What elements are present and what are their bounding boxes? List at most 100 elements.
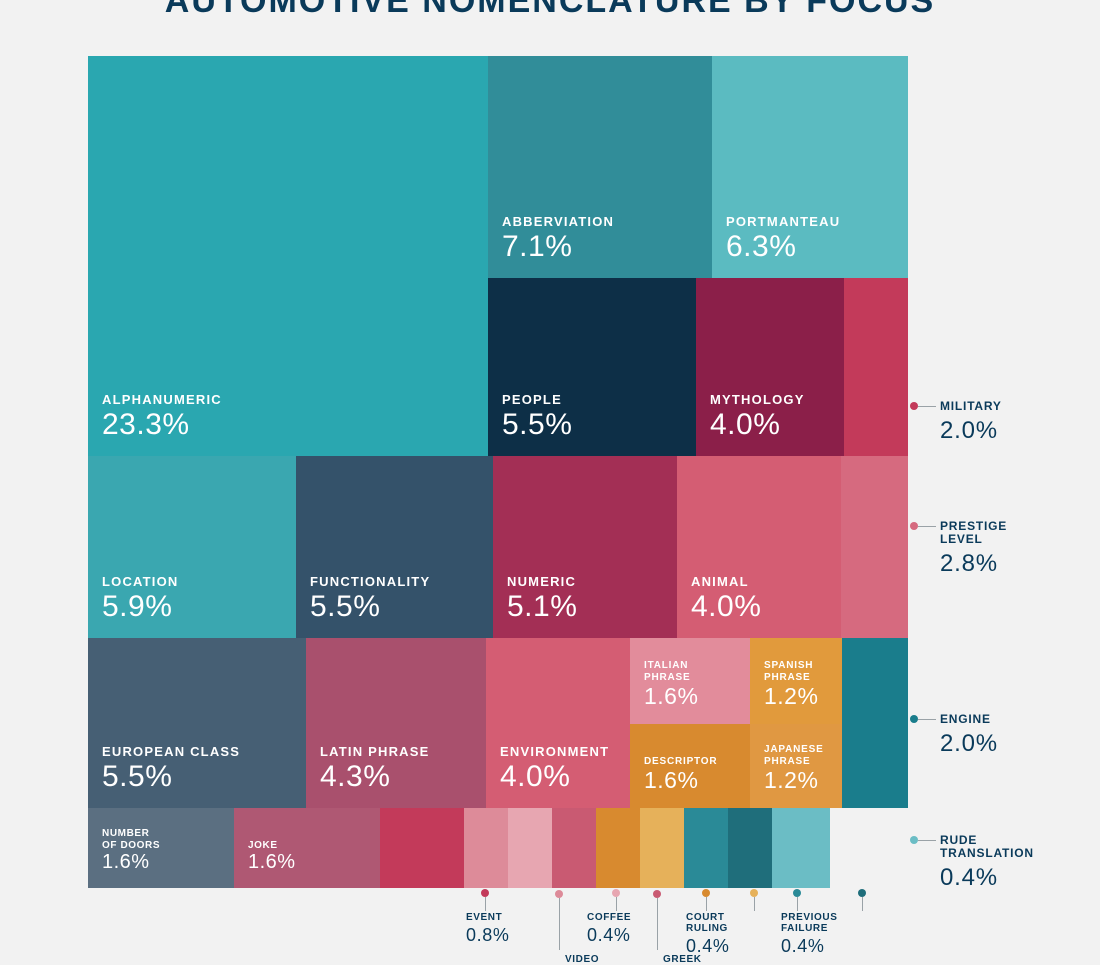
tile-label: JAPANESE PHRASE (764, 744, 842, 767)
tile-label: NUMERIC (507, 575, 677, 590)
annotation-dot (858, 889, 866, 897)
treemap-tile (841, 456, 908, 638)
treemap-tile: JAPANESE PHRASE1.2% (750, 724, 842, 808)
annotation-connector (485, 897, 486, 911)
side-annotation: RUDE TRANSLATION0.4% (940, 834, 1034, 892)
annotation-label: RUDE TRANSLATION (940, 834, 1034, 860)
tile-value: 7.1% (502, 230, 712, 264)
tile-value: 23.3% (102, 408, 488, 442)
treemap-tile: DESCRIPTOR1.6% (630, 724, 750, 808)
tile-value: 4.3% (320, 760, 486, 794)
annotation-value: 2.0% (940, 730, 998, 758)
tile-value: 1.6% (644, 683, 750, 710)
annotation-dot (793, 889, 801, 897)
tile-value: 1.6% (102, 851, 234, 874)
annotation-dot (750, 889, 758, 897)
tile-label: ITALIAN PHRASE (644, 660, 750, 683)
annotation-dot (910, 402, 918, 410)
treemap-tile (640, 808, 684, 888)
treemap-tile: NUMERIC5.1% (493, 456, 677, 638)
treemap-tile: FUNCTIONALITY5.5% (296, 456, 493, 638)
annotation-connector (918, 406, 936, 407)
tile-label: LATIN PHRASE (320, 745, 486, 760)
treemap-tile: PORTMANTEAU6.3% (712, 56, 908, 278)
annotation-dot (910, 522, 918, 530)
treemap-tile: LOCATION5.9% (88, 456, 296, 638)
annotation-value: 0.8% (466, 925, 509, 946)
tile-value: 4.0% (710, 408, 844, 442)
annotation-connector (918, 840, 936, 841)
tile-label: ABBERVIATION (502, 215, 712, 230)
annotation-connector (657, 898, 658, 950)
tile-label: JOKE (248, 840, 380, 852)
treemap-tile (464, 808, 508, 888)
annotation-value: 0.4% (587, 925, 631, 946)
chart-title: AUTOMOTIVE NOMENCLATURE BY FOCUS (0, 0, 1100, 21)
treemap-tile: LATIN PHRASE4.3% (306, 638, 486, 808)
annotation-dot (653, 890, 661, 898)
treemap-tile: ITALIAN PHRASE1.6% (630, 638, 750, 724)
side-annotation: MILITARY2.0% (940, 400, 1002, 445)
treemap-tile (728, 808, 772, 888)
tile-value: 6.3% (726, 230, 908, 264)
treemap-tile: MYTHOLOGY4.0% (696, 278, 844, 456)
treemap-tile: SPANISH PHRASE1.2% (750, 638, 842, 724)
treemap-tile: ABBERVIATION7.1% (488, 56, 712, 278)
tile-value: 5.5% (310, 590, 493, 624)
tile-value: 5.5% (502, 408, 696, 442)
bottom-annotation: EVENT 0.8% (466, 912, 509, 946)
annotation-dot (481, 889, 489, 897)
annotation-dot (612, 889, 620, 897)
annotation-label: EVENT (466, 912, 509, 923)
tile-label: DESCRIPTOR (644, 756, 750, 768)
tile-label: SPANISH PHRASE (764, 660, 842, 683)
treemap-tile (596, 808, 640, 888)
side-annotation: PRESTIGE LEVEL 2.8% (940, 520, 1007, 578)
treemap-chart: ALPHANUMERIC23.3% ABBERVIATION7.1%PORTMAN… (88, 56, 908, 888)
treemap-tile (844, 278, 908, 456)
annotation-connector (797, 897, 798, 911)
treemap-tile: ENVIRONMENT4.0% (486, 638, 630, 808)
annotation-label: COURT RULING (686, 912, 729, 934)
treemap-tile: PEOPLE5.5% (488, 278, 696, 456)
annotation-value: 0.4% (781, 936, 837, 957)
tile-label: ENVIRONMENT (500, 745, 630, 760)
treemap-tile (684, 808, 728, 888)
tile-value: 4.0% (500, 760, 630, 794)
tile-value: 1.6% (644, 767, 750, 794)
annotation-connector (862, 897, 863, 911)
annotation-dot (555, 890, 563, 898)
side-annotation: ENGINE 2.0% (940, 713, 998, 758)
annotation-label: PREVIOUS FAILURE (781, 912, 837, 934)
tile-label: NUMBER OF DOORS (102, 828, 234, 851)
annotation-value: 2.8% (940, 550, 1007, 578)
tile-value: 1.2% (764, 767, 842, 794)
tile-label: ALPHANUMERIC (102, 393, 488, 408)
tile-value: 1.6% (248, 851, 380, 874)
tile-label: ANIMAL (691, 575, 841, 590)
annotation-dot (910, 836, 918, 844)
annotation-connector (559, 898, 560, 950)
tile-label: FUNCTIONALITY (310, 575, 493, 590)
tile-label: PEOPLE (502, 393, 696, 408)
tile-value: 4.0% (691, 590, 841, 624)
treemap-tile (772, 808, 830, 888)
annotation-dot (910, 715, 918, 723)
annotation-connector (918, 719, 936, 720)
annotation-dot (702, 889, 710, 897)
tile-value: 1.2% (764, 683, 842, 710)
tile-value: 5.1% (507, 590, 677, 624)
tile-label: MYTHOLOGY (710, 393, 844, 408)
tile-value: 5.5% (102, 760, 306, 794)
bottom-annotation: PREVIOUS FAILURE0.4% (781, 912, 837, 957)
annotation-value: 2.0% (940, 417, 1002, 445)
treemap-tile: JOKE1.6% (234, 808, 380, 888)
annotation-label: COFFEE (587, 912, 631, 923)
annotation-label: PRESTIGE LEVEL (940, 520, 1007, 546)
tile-label: LOCATION (102, 575, 296, 590)
treemap-tile (552, 808, 596, 888)
annotation-value: 0.4% (686, 936, 729, 957)
annotation-label: ENGINE (940, 713, 998, 726)
annotation-connector (754, 897, 755, 911)
bottom-annotation: COURT RULING0.4% (686, 912, 729, 957)
